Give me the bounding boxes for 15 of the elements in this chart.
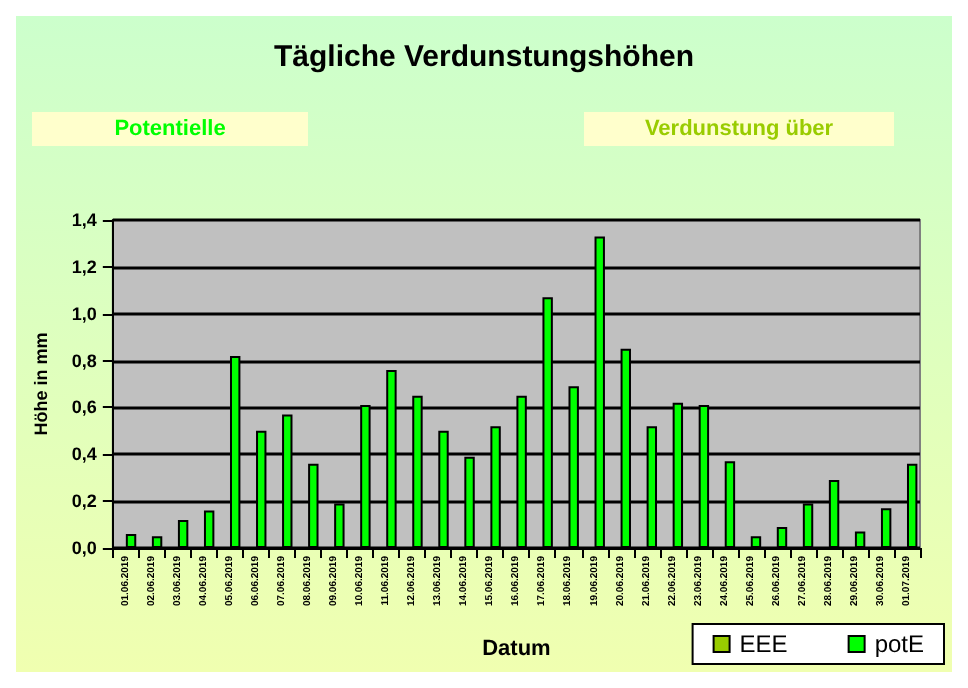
- x-axis-title: Datum: [482, 637, 552, 661]
- y-axis-title: Höhe in mm: [31, 332, 51, 436]
- text: Verdunstung über: [644, 117, 835, 141]
- y-tick-label: 1,4: [71, 210, 97, 230]
- text: Potentielle: [114, 117, 226, 141]
- y-tick-label: 0,8: [71, 350, 97, 371]
- legend-label: potE: [874, 630, 924, 658]
- chart-title: Tägliche Verdunstungshöhen: [273, 40, 695, 74]
- y-tick-label: 0,2: [71, 491, 97, 512]
- y-tick-label: 0,4: [71, 444, 97, 465]
- y-tick-label: 0,0: [71, 538, 97, 558]
- y-tick-label: 1,0: [71, 303, 97, 324]
- y-tick-label: 1,2: [71, 256, 97, 277]
- y-tick-label: 0,6: [71, 397, 97, 418]
- legend-label: EEE: [739, 630, 788, 658]
